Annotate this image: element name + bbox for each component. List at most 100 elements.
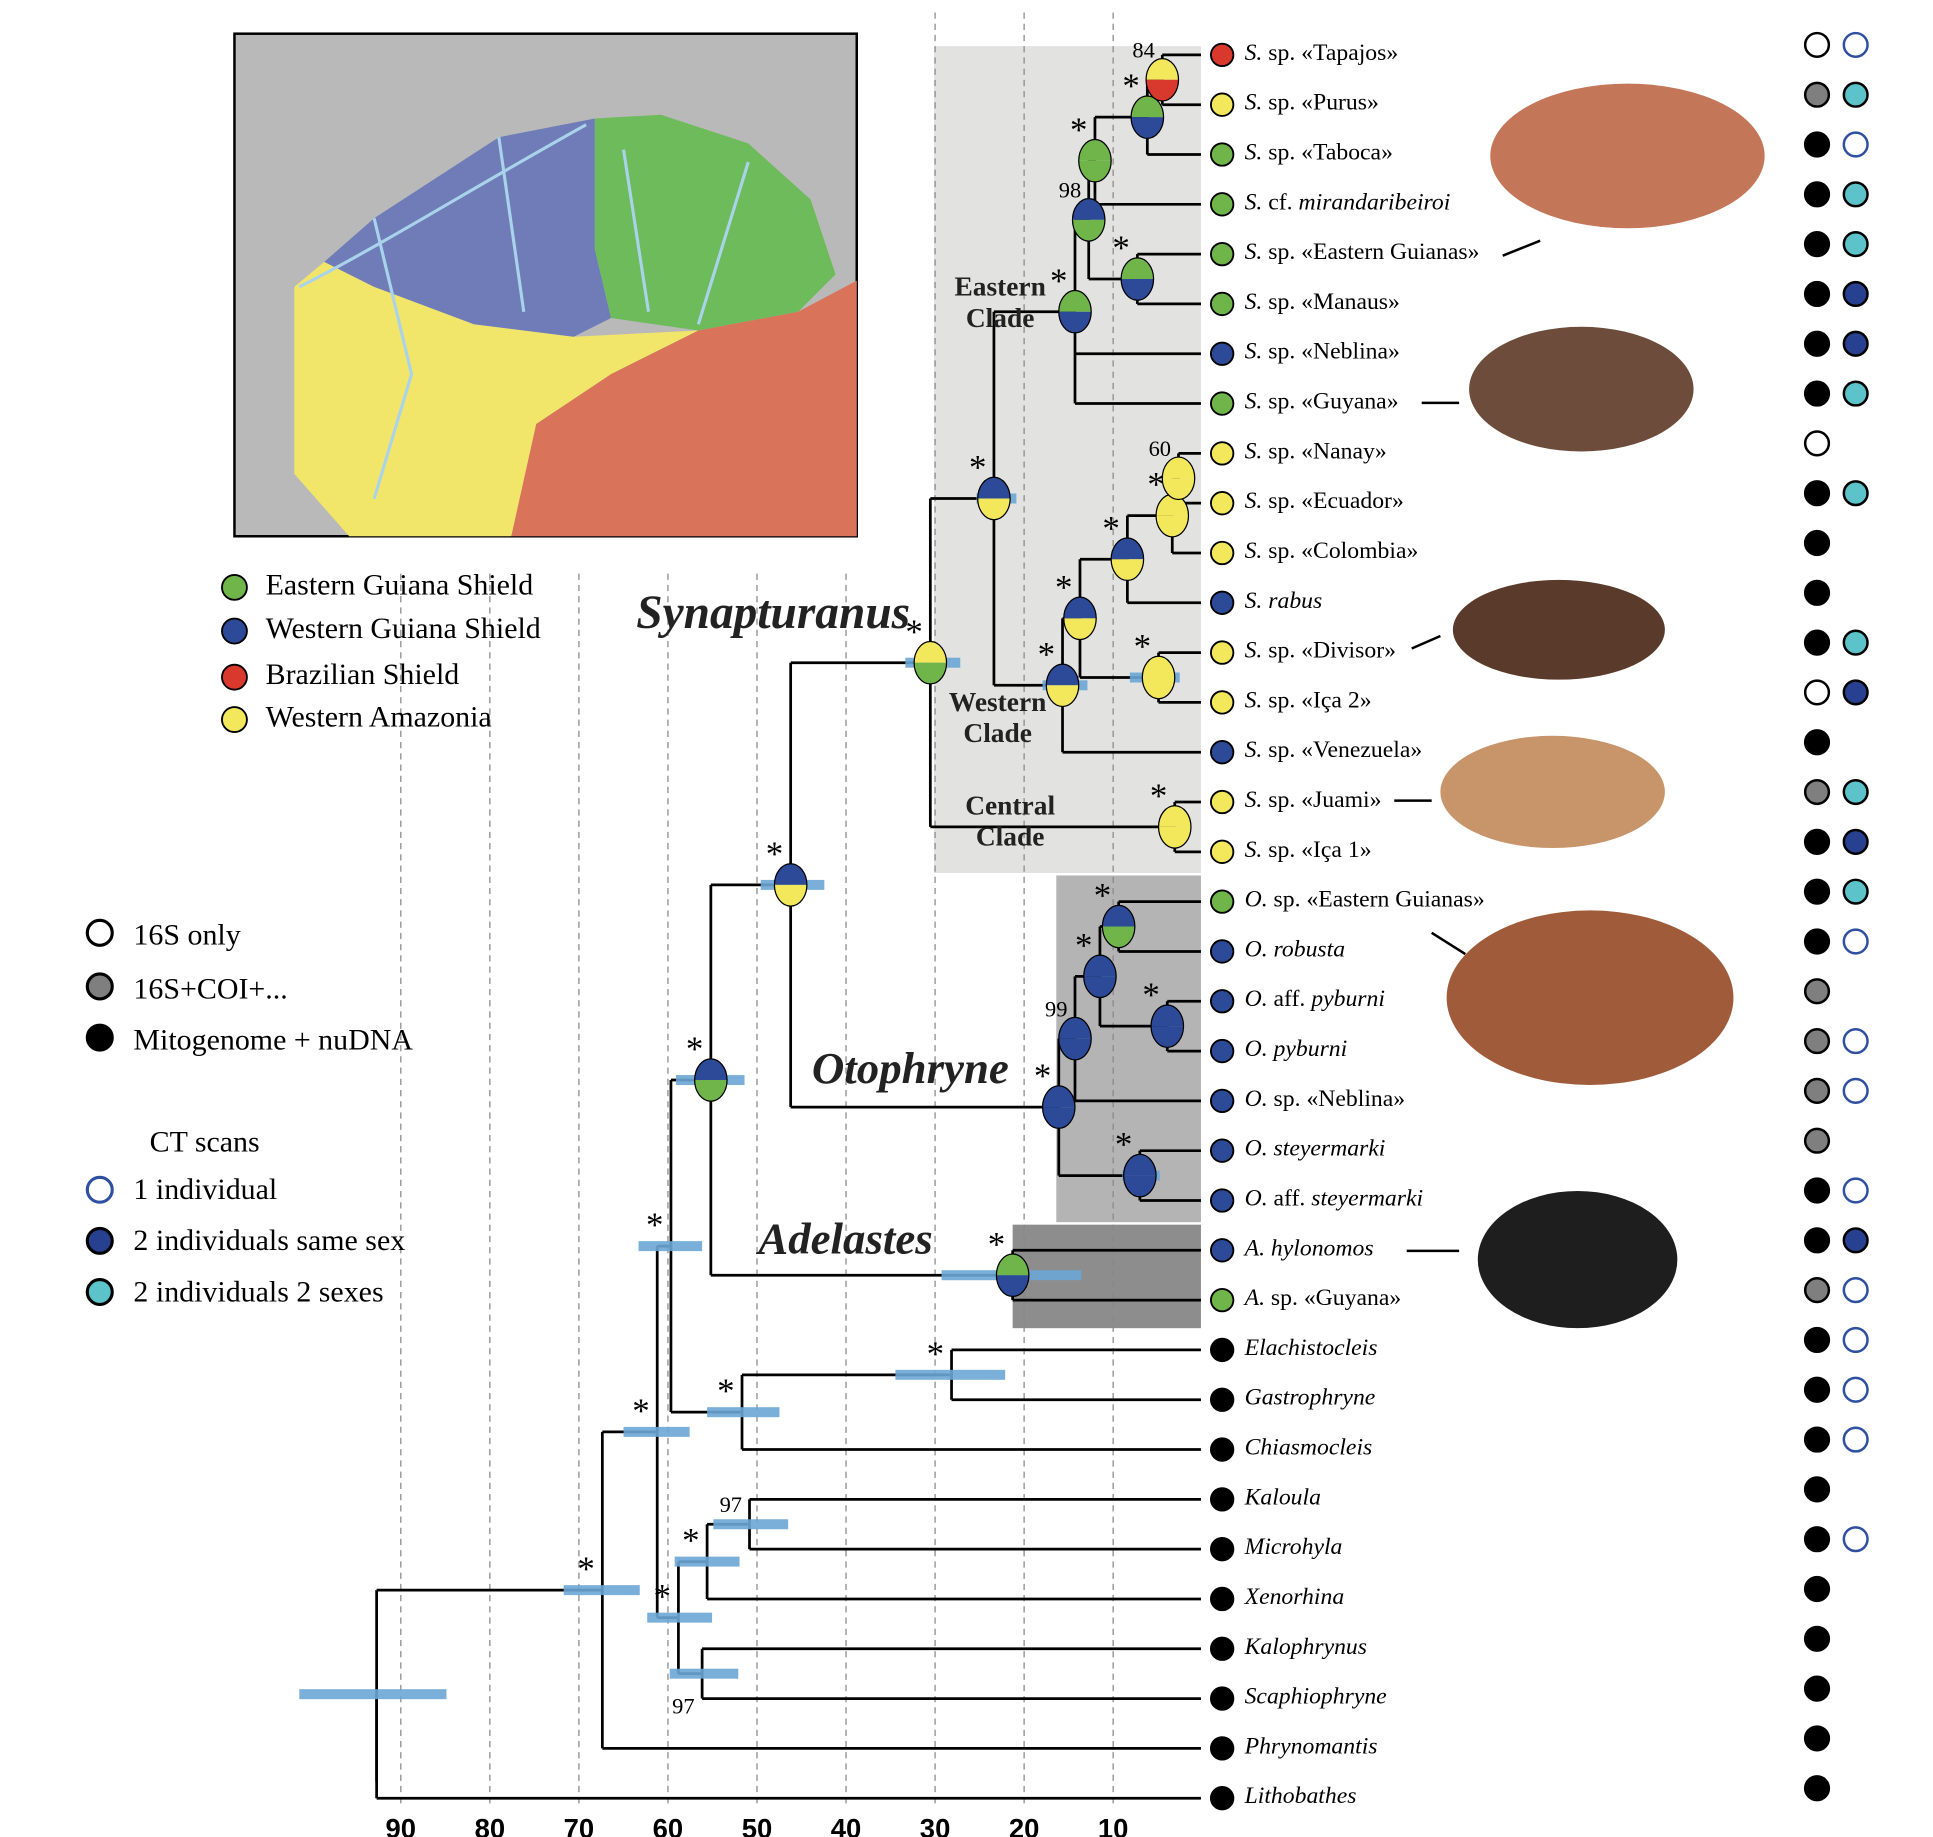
taxon-name-part: sp. «Iça 2» (1262, 688, 1371, 714)
pie-outline (1161, 456, 1196, 501)
taxon-label: O. robusta (1245, 937, 1345, 963)
clade-label: Clade (976, 822, 1045, 852)
legend-swatch (221, 706, 248, 733)
pie-outline (913, 640, 948, 685)
clade-label: Synapturanus (636, 587, 910, 639)
legend-label: 16S+COI+... (133, 972, 287, 1005)
taxon-name-part: S. (1245, 90, 1263, 116)
pie-outline (1141, 655, 1176, 700)
legend-swatch (221, 663, 248, 691)
support-value: * (653, 1577, 670, 1616)
ancestral-pie (1142, 677, 1175, 699)
ancestral-pie (774, 863, 807, 885)
data-type-dot (1803, 1426, 1831, 1453)
taxon-label: S. cf. mirandaribeiroi (1245, 190, 1451, 216)
pie-outline (1045, 663, 1080, 708)
ct-scan-dot (1842, 181, 1869, 208)
support-value: 84 (1132, 38, 1154, 63)
taxon-name-part: sp. «Neblina» (1262, 339, 1400, 365)
taxon-name-part: sp. «Tapajos» (1262, 40, 1398, 66)
taxon-name-part: S. (1245, 489, 1263, 515)
legend-swatch (85, 972, 114, 1001)
taxon-name-part: S. (1245, 538, 1263, 564)
age-bar (674, 1556, 740, 1567)
frog-photo (1446, 910, 1734, 1085)
taxon-name-part: S. (1245, 140, 1263, 166)
taxon-label: S. sp. «Manaus» (1245, 289, 1400, 315)
region-dot (1209, 92, 1235, 117)
support-value: * (1055, 568, 1072, 607)
taxon-name-part: sp. «Venezuela» (1262, 738, 1422, 764)
data-type-dot (1803, 1575, 1831, 1603)
taxon-name-part: Gastrophryne (1245, 1385, 1376, 1411)
region-dot (1209, 391, 1235, 416)
map (233, 32, 859, 538)
taxon-name-part: pyburni (1305, 987, 1385, 1013)
region-dot (1209, 192, 1235, 217)
taxon-label: Xenorhina (1244, 1584, 1345, 1610)
support-value: * (1038, 635, 1055, 674)
pie-outline (1101, 904, 1136, 949)
region-dot (1209, 789, 1235, 815)
ancestral-pie (1102, 905, 1135, 927)
x-tick-label: 80 (475, 1813, 506, 1837)
clade-label: Clade (963, 718, 1032, 748)
region-dot (1209, 142, 1235, 167)
support-value: * (988, 1225, 1005, 1264)
taxon-label: Scaphiophryne (1245, 1684, 1387, 1710)
region-dot (1209, 989, 1235, 1014)
legend-title: CT scans (150, 1126, 260, 1159)
data-type-dot (1803, 1127, 1831, 1154)
data-type-dot (1803, 1376, 1831, 1403)
taxon-label: Elachistocleis (1244, 1335, 1378, 1361)
region-dot (1209, 590, 1235, 615)
pie-outline (995, 1253, 1030, 1298)
taxon-label: O. steyermarki (1245, 1136, 1386, 1162)
ct-scan-dot (1842, 828, 1869, 855)
ct-scan-dot (1842, 679, 1869, 706)
taxon-name-part: O. steyermarki (1245, 1136, 1386, 1162)
taxon-name-part: sp. «Eastern Guianas» (1268, 887, 1485, 913)
taxon-label: S. sp. «Purus» (1245, 90, 1379, 116)
map-rivers (298, 123, 750, 500)
age-bar (713, 1519, 789, 1530)
x-tick-label: 40 (831, 1813, 862, 1837)
ancestral-pie (1083, 976, 1117, 998)
pie-outline (1157, 805, 1192, 849)
taxon-name-part: aff. (1268, 987, 1306, 1013)
taxon-label: S. sp. «Iça 1» (1245, 837, 1372, 863)
taxon-name-part: S. (1245, 240, 1263, 266)
legend-swatch (85, 1277, 114, 1307)
legend-label: Eastern Guiana Shield (266, 568, 534, 601)
taxon-label: Kalophrynus (1244, 1634, 1367, 1660)
support-value: * (1150, 777, 1167, 816)
ancestral-pie (1063, 597, 1097, 619)
pie-outline (1058, 1016, 1092, 1061)
ancestral-pie (977, 498, 1011, 520)
taxon-name-part: S. (1245, 289, 1263, 315)
region-dot (1209, 889, 1235, 914)
taxon-name-part: S. (1245, 638, 1263, 664)
region-dot (1209, 1536, 1235, 1562)
taxon-name-part: sp. «Eastern Guianas» (1262, 240, 1479, 266)
support-value: * (1147, 465, 1164, 504)
taxon-label: S. sp. «Iça 2» (1245, 688, 1372, 714)
region-dot (1209, 1736, 1235, 1761)
support-value: 97 (672, 1694, 694, 1719)
data-type-dot (1803, 1526, 1831, 1553)
ct-scan-dot (1842, 480, 1869, 507)
pie-outline (1145, 57, 1180, 102)
support-value: * (1094, 876, 1111, 915)
support-value: * (682, 1521, 699, 1560)
ancestral-pie (774, 884, 807, 907)
legend-swatch (221, 617, 248, 645)
age-bar (563, 1585, 640, 1596)
ancestral-pie (1158, 805, 1191, 827)
support-value: * (646, 1206, 663, 1245)
region-dot (1209, 241, 1235, 267)
support-value: * (686, 1030, 703, 1069)
taxon-label: A. hylonomos (1243, 1236, 1374, 1262)
ct-scan-dot (1842, 1227, 1869, 1254)
frog-photo (1469, 326, 1694, 452)
legend-label: Brazilian Shield (266, 658, 460, 691)
